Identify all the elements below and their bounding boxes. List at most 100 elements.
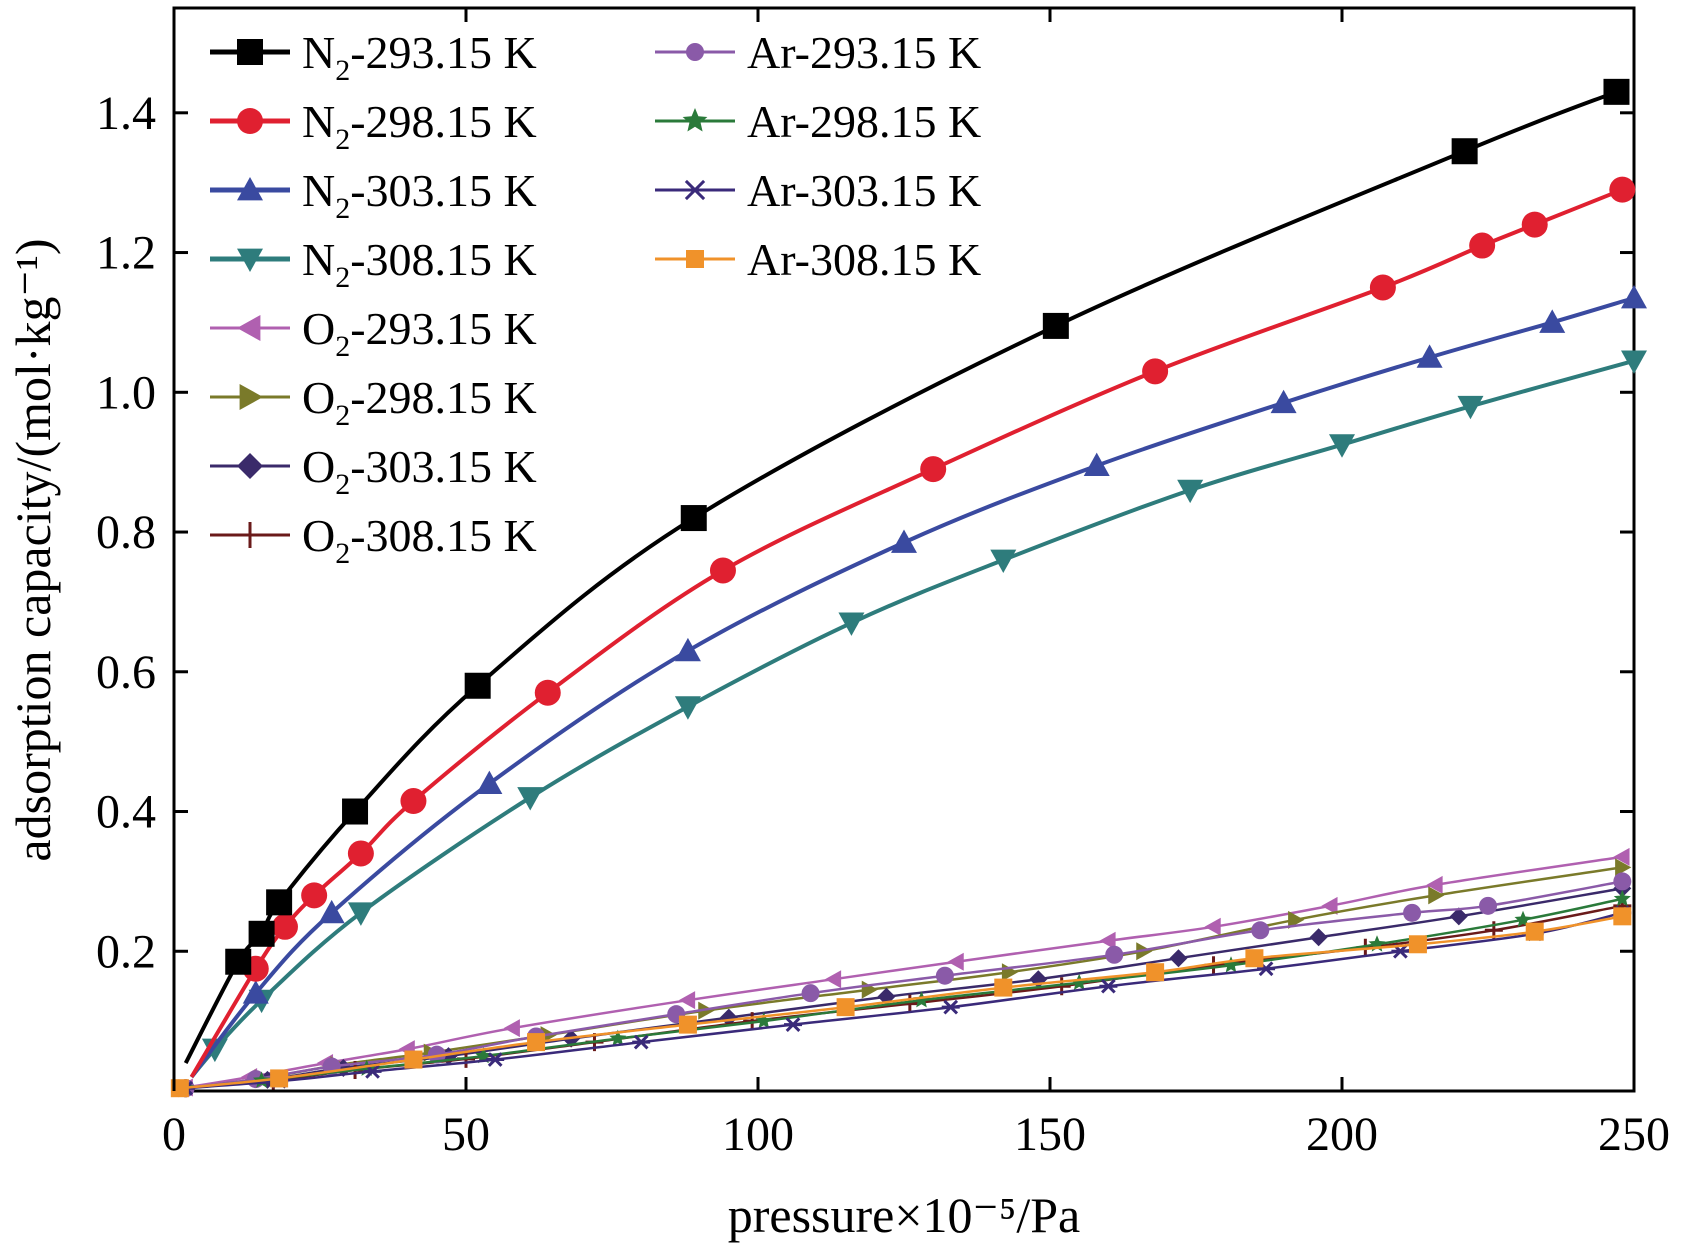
data-point-marker [318, 899, 345, 924]
data-point-marker [838, 612, 865, 636]
legend-label: Ar-298.15 K [747, 96, 981, 147]
data-point-marker [237, 177, 263, 201]
data-point-marker [1426, 875, 1443, 894]
data-point-marker [1105, 945, 1124, 964]
data-point-marker [1613, 889, 1631, 907]
x-tick-label: 250 [1598, 1108, 1670, 1161]
data-point-marker [891, 529, 917, 553]
data-point-marker [1479, 896, 1497, 915]
legend-entry: Ar-298.15 K [655, 96, 981, 147]
series-line [185, 866, 1623, 1090]
legend-label: O2-308.15 K [302, 510, 537, 570]
data-point-marker [1204, 917, 1221, 936]
y-tick-label: 1.4 [96, 87, 156, 140]
legend-label: Ar-308.15 K [747, 234, 981, 285]
data-point-marker [1457, 395, 1484, 420]
data-point-marker [225, 948, 252, 975]
data-point-marker [1083, 452, 1110, 477]
series-line [189, 358, 1635, 1079]
data-point-marker [1329, 434, 1355, 458]
data-point-marker [427, 1045, 446, 1064]
data-point-marker [342, 798, 369, 825]
x-tick-label: 150 [1014, 1108, 1086, 1161]
legend-label: N2-293.15 K [302, 27, 537, 87]
legend-label: O2-293.15 K [302, 303, 537, 363]
legend-entry: O2-308.15 K [210, 510, 537, 570]
y-tick-label: 0.8 [96, 506, 156, 559]
data-point-marker [271, 913, 298, 940]
data-point-marker [1613, 907, 1632, 926]
data-point-marker [237, 248, 263, 272]
y-tick-label: 0.2 [96, 925, 156, 978]
data-point-marker [1099, 978, 1118, 994]
data-point-marker [836, 998, 855, 1017]
legend-label: N2-303.15 K [302, 165, 537, 225]
data-point-marker [682, 179, 708, 201]
data-point-marker [400, 788, 427, 815]
data-point-marker [1621, 350, 1647, 374]
data-point-marker [404, 1050, 423, 1069]
data-point-marker [464, 672, 491, 699]
data-point-marker [935, 966, 954, 985]
data-point-marker [755, 1012, 773, 1029]
data-point-marker [674, 696, 701, 720]
data-point-marker [237, 522, 263, 548]
data-point-marker [1270, 389, 1297, 414]
x-tick-label: 0 [162, 1108, 186, 1161]
data-point-marker [941, 999, 960, 1015]
data-point-marker [1142, 358, 1169, 385]
data-point-marker [1451, 138, 1478, 165]
y-tick-label: 0.4 [96, 786, 156, 839]
series-layer [170, 78, 1647, 1098]
data-point-marker [503, 1019, 520, 1038]
series-n2-298-15-k [189, 176, 1636, 1079]
data-point-marker [913, 991, 931, 1008]
data-point-marker [347, 840, 374, 867]
data-point-marker [266, 889, 293, 916]
legend-entry: O2-293.15 K [210, 303, 537, 363]
data-point-marker [1428, 886, 1445, 905]
data-point-marker [1539, 309, 1566, 333]
data-point-marker [476, 770, 503, 794]
data-point-marker [698, 1001, 715, 1020]
legend-label: N2-308.15 K [302, 234, 537, 294]
data-point-marker [680, 505, 707, 532]
data-point-marker [1525, 922, 1544, 941]
data-point-marker [1615, 858, 1632, 877]
legend-entry: Ar-303.15 K [655, 165, 981, 216]
data-point-marker [947, 952, 964, 971]
series-n2-293-15-k [183, 78, 1630, 1065]
legend-entry: N2-308.15 K [210, 234, 537, 294]
data-point-marker [517, 787, 544, 811]
x-tick-label: 200 [1306, 1108, 1378, 1161]
x-tick-label: 100 [722, 1108, 794, 1161]
x-axis-title: pressure×10⁻⁵/Pa [728, 1187, 1081, 1243]
data-point-marker [682, 108, 708, 132]
data-point-marker [1408, 935, 1427, 954]
series-line [185, 855, 1623, 1089]
series-n2-308-15-k [189, 350, 1647, 1079]
data-point-marker [237, 108, 263, 134]
data-point-marker [674, 637, 701, 662]
data-point-marker [1403, 903, 1422, 922]
data-point-marker [486, 1052, 505, 1067]
data-point-marker [1309, 928, 1328, 947]
data-point-marker [824, 970, 842, 989]
data-point-marker [248, 920, 275, 947]
data-point-marker [1001, 963, 1019, 982]
data-point-marker [686, 43, 704, 61]
data-point-marker [347, 902, 374, 926]
legend: N2-293.15 K N2-298.15 K N2-303.15 K N2-308.… [210, 27, 981, 570]
series-line [185, 897, 1623, 1090]
legend-entry: N2-303.15 K [210, 165, 537, 225]
series-n2-303-15-k [189, 284, 1647, 1079]
data-point-marker [1070, 973, 1088, 990]
data-point-marker [534, 679, 561, 706]
data-point-marker [1621, 284, 1647, 309]
data-point-marker [1469, 232, 1496, 259]
data-point-marker [239, 384, 263, 410]
data-point-marker [920, 456, 947, 483]
data-point-marker [1245, 949, 1264, 968]
data-point-marker [1146, 963, 1165, 982]
